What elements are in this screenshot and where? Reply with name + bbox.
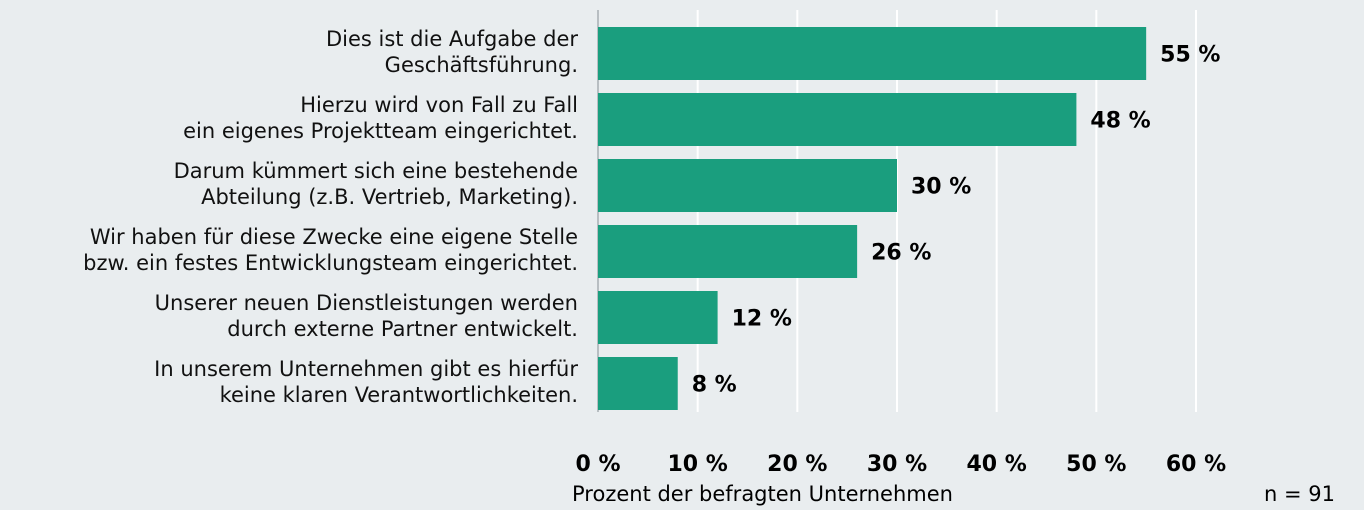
value-label: 55 % [1160, 43, 1220, 68]
category-label: Hierzu wird von Fall zu Fall ein eigenes… [183, 92, 578, 143]
x-tick-label: 30 % [867, 452, 927, 477]
value-label: 48 % [1090, 109, 1150, 134]
value-label: 8 % [692, 373, 737, 398]
value-label: 12 % [732, 307, 792, 332]
category-label: Unserer neuen Dienstleistungen werden du… [154, 290, 578, 341]
value-label: 30 % [911, 175, 971, 200]
annotation: n = 91 [1264, 482, 1335, 506]
x-tick-label: 40 % [967, 452, 1027, 477]
x-tick-label: 60 % [1166, 452, 1226, 477]
bar [598, 93, 1077, 146]
x-tick-label: 20 % [767, 452, 827, 477]
category-label: Darum kümmert sich eine bestehende Abtei… [173, 158, 578, 209]
category-label: In unserem Unternehmen gibt es hierfür k… [154, 356, 578, 407]
bar [598, 225, 858, 278]
x-tick-label: 50 % [1066, 452, 1126, 477]
value-label: 26 % [871, 241, 931, 266]
bar [598, 27, 1147, 80]
x-tick-label: 0 % [575, 452, 620, 477]
x-axis-label: Prozent der befragten Unternehmen [572, 482, 953, 506]
category-label: Dies ist die Aufgabe der Geschäftsführun… [325, 26, 578, 77]
bar [598, 357, 678, 410]
bar [598, 159, 897, 212]
x-tick-label: 10 % [668, 452, 728, 477]
category-label: Wir haben für diese Zwecke eine eigene S… [83, 224, 578, 275]
bar [598, 291, 718, 344]
